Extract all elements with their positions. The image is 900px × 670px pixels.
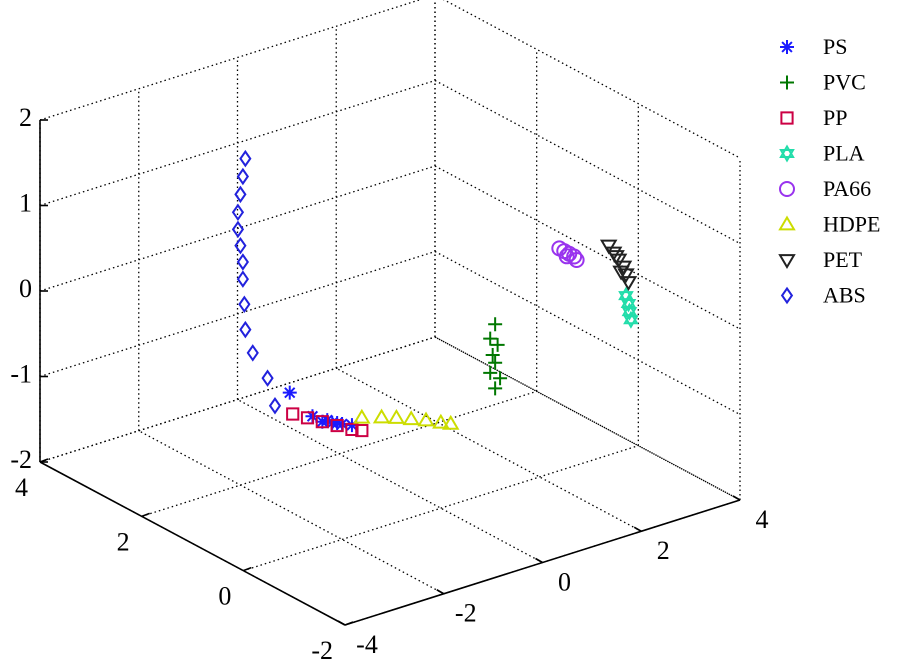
point [261,369,274,387]
point [607,250,625,266]
point [612,265,630,281]
y-tick-label: 0 [218,582,231,611]
point [315,414,330,429]
point [234,236,247,255]
point [490,337,505,352]
z-tick-label: 2 [19,103,32,132]
x-tick-label: 4 [756,505,769,534]
point [330,415,345,430]
point [239,149,252,168]
legend-label: PP [823,105,847,130]
grid-line [237,398,543,564]
point [231,203,245,222]
point [353,408,371,424]
z-tick-label: -2 [10,445,32,474]
x-tick-label: 2 [657,536,670,565]
point [268,397,282,415]
point [344,418,359,433]
z-tick-label: 1 [19,188,32,217]
legend-marker [779,181,796,197]
legend-label: PS [823,34,847,59]
point [402,410,420,426]
point [236,270,250,288]
tick-mark [243,566,252,572]
legend-marker [780,111,794,125]
legend-label: PVC [823,70,866,95]
legend-label: PET [823,247,863,272]
legend-marker [780,75,794,90]
point [236,167,250,186]
grid-line [39,0,422,121]
legend-marker [779,144,795,163]
point [558,248,575,265]
point [488,381,503,396]
point [488,355,503,370]
legend-label: ABS [823,283,866,308]
grid-line [434,165,741,330]
z-tick-label: 0 [19,274,32,303]
tick-mark [337,620,346,626]
point [239,320,252,339]
tick-mark [535,557,543,564]
x-tick-label: -2 [455,599,477,628]
tick-mark [732,495,741,501]
z-tick-label: -1 [10,359,32,388]
tick-mark [633,526,642,532]
legend-label: PA66 [823,176,871,201]
grid-line [39,336,436,463]
point [372,408,391,424]
point [441,414,460,430]
tick-mark [344,621,354,626]
legend-marker [780,286,794,305]
point [623,310,639,329]
point [619,276,638,292]
point [300,411,315,425]
point [483,331,498,346]
legend-marker [780,40,794,54]
grid-line [335,367,642,532]
y-tick-label: -2 [311,636,333,665]
point [417,411,435,427]
tick-mark [39,458,49,463]
y-tick-label: 4 [15,473,28,502]
x-tick-label: -4 [356,630,378,659]
point [286,407,300,421]
grid-line [434,336,741,501]
point [485,347,500,362]
grid-line [434,79,741,245]
point [330,418,344,433]
axis-line [39,461,346,626]
grid-line [138,430,445,595]
point [493,371,508,386]
point [236,253,250,271]
point [488,317,503,332]
grid-line [141,390,537,517]
point [231,220,245,239]
legend-label: HDPE [823,212,880,237]
point [483,365,498,380]
point [238,295,251,314]
x-tick-label: 0 [558,567,571,596]
point [315,415,329,429]
tick-mark [141,512,150,518]
grid-line [434,336,741,501]
point [599,239,618,255]
y-tick-label: 2 [117,527,130,556]
grid-line [442,0,741,159]
legend-label: PLA [823,141,865,166]
legend-marker [778,215,796,231]
legend-marker [778,254,796,269]
point [282,385,297,400]
point [355,423,369,438]
grid-line [243,445,639,572]
point [246,344,259,362]
point [432,413,450,429]
point [234,185,247,204]
grid-line [434,250,741,416]
point [387,408,406,424]
point [345,422,359,437]
tick-mark [436,589,445,595]
